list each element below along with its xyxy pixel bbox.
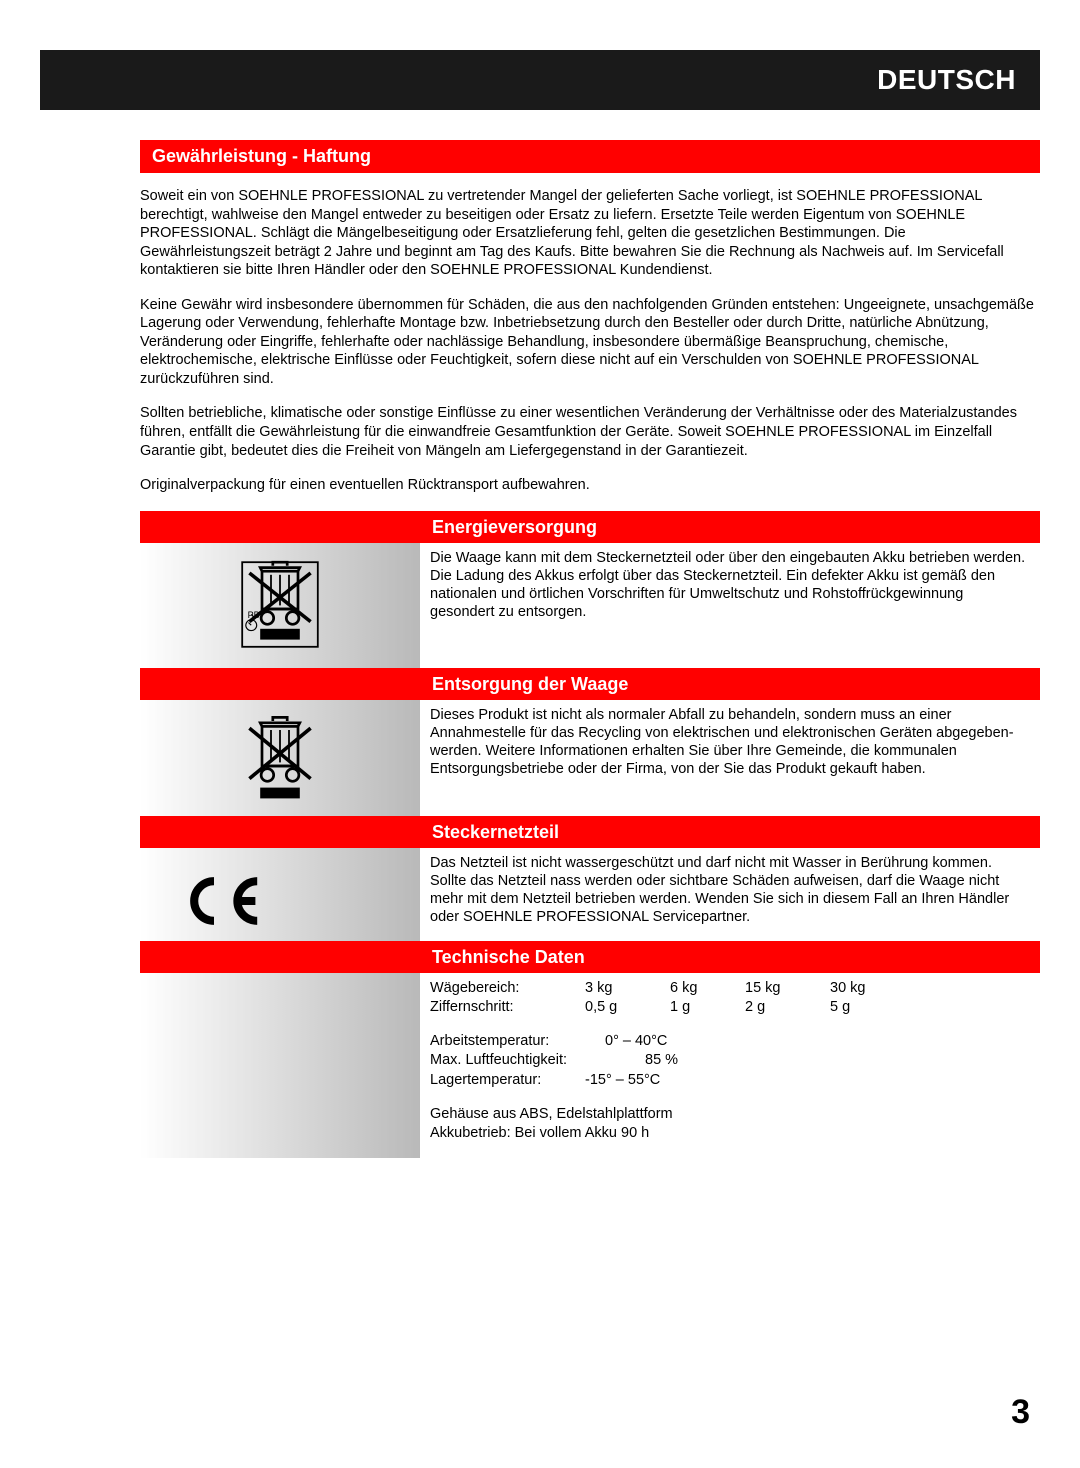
language-bar: DEUTSCH	[40, 50, 1040, 110]
disposal-icon-cell	[140, 700, 420, 816]
adapter-text: Das Netzteil ist nicht wassergeschützt u…	[420, 848, 1040, 941]
page-number: 3	[1011, 1393, 1030, 1432]
warranty-paragraph: Soweit ein von SOEHNLE PROFESSIONAL zu v…	[140, 187, 1034, 280]
content-body: Gewährleistung - Haftung Soweit ein von …	[140, 140, 1040, 1158]
adapter-icon-cell	[140, 848, 420, 941]
tech-step-label: Ziffernschritt:	[430, 998, 585, 1018]
tech-range-col: 15 kg	[745, 979, 830, 999]
header-red-left-fill	[140, 511, 420, 543]
tech-step-col: 5 g	[830, 998, 900, 1018]
weee-bin-pb-icon: PB	[235, 555, 325, 668]
header-red-left-fill	[140, 668, 420, 700]
tech-step-col: 0,5 g	[585, 998, 670, 1018]
disposal-text: Dieses Produkt ist nicht als normaler Ab…	[420, 700, 1040, 816]
language-label: DEUTSCH	[877, 64, 1016, 96]
tech-step-col: 2 g	[745, 998, 830, 1018]
tech-data: Wägebereich: 3 kg 6 kg 15 kg 30 kg Ziffe…	[420, 973, 1040, 1158]
section-header-row: Technische Daten	[140, 941, 1040, 973]
section-header-warranty: Gewährleistung - Haftung	[140, 140, 1040, 173]
tech-env-label: Arbeitstemperatur:	[430, 1032, 605, 1052]
power-text: Die Waage kann mit dem Steckernetzteil o…	[420, 543, 1040, 668]
lower-block: Energieversorgung	[140, 511, 1040, 1158]
section-header-row: Energieversorgung	[140, 511, 1040, 543]
tech-icon-cell	[140, 973, 420, 1158]
warranty-paragraph: Sollten betriebliche, klimatische oder s…	[140, 404, 1034, 460]
tech-env-row: Arbeitstemperatur: 0° – 40°C	[430, 1032, 1030, 1052]
tech-env-value: -15° – 55°C	[585, 1071, 660, 1091]
warranty-text: Soweit ein von SOEHNLE PROFESSIONAL zu v…	[140, 173, 1040, 495]
section-header-power: Energieversorgung	[420, 511, 1040, 543]
manual-page: DEUTSCH Gewährleistung - Haftung Soweit …	[0, 0, 1080, 1468]
section-header-row: Steckernetzteil	[140, 816, 1040, 848]
tech-env-row: Max. Luftfeuchtigkeit: 85 %	[430, 1051, 1030, 1071]
tech-step-row: Ziffernschritt: 0,5 g 1 g 2 g 5 g	[430, 998, 1030, 1018]
power-icon-cell: PB	[140, 543, 420, 668]
tech-env-label: Lagertemperatur:	[430, 1071, 585, 1091]
ce-mark-icon	[178, 874, 268, 933]
tech-row: Wägebereich: 3 kg 6 kg 15 kg 30 kg Ziffe…	[140, 973, 1040, 1158]
header-red-left-fill	[140, 941, 420, 973]
section-header-adapter: Steckernetzteil	[420, 816, 1040, 848]
tech-step-col: 1 g	[670, 998, 745, 1018]
tech-range-row: Wägebereich: 3 kg 6 kg 15 kg 30 kg	[430, 979, 1030, 999]
adapter-row: Das Netzteil ist nicht wassergeschützt u…	[140, 848, 1040, 941]
svg-text:PB: PB	[248, 610, 260, 620]
header-red-left-fill	[140, 816, 420, 848]
section-header-tech: Technische Daten	[420, 941, 1040, 973]
warranty-paragraph: Keine Gewähr wird insbesondere übernomme…	[140, 296, 1034, 389]
tech-range-label: Wägebereich:	[430, 979, 585, 999]
warranty-paragraph: Originalverpackung für einen eventuellen…	[140, 476, 1034, 495]
tech-housing-line: Gehäuse aus ABS, Edelstahlplattform	[430, 1105, 1030, 1125]
tech-env-label: Max. Luftfeuchtigkeit:	[430, 1051, 605, 1071]
tech-env-value: 0° – 40°C	[605, 1032, 667, 1052]
tech-env-row: Lagertemperatur: -15° – 55°C	[430, 1071, 1030, 1091]
tech-battery-line: Akkubetrieb: Bei vollem Akku 90 h	[430, 1124, 1030, 1144]
tech-range-col: 6 kg	[670, 979, 745, 999]
disposal-row: Dieses Produkt ist nicht als normaler Ab…	[140, 700, 1040, 816]
weee-bin-icon	[235, 712, 325, 816]
tech-range-col: 3 kg	[585, 979, 670, 999]
section-header-row: Entsorgung der Waage	[140, 668, 1040, 700]
power-row: PB Die Waage kann mit dem Steckernetztei…	[140, 543, 1040, 668]
tech-range-col: 30 kg	[830, 979, 900, 999]
section-header-disposal: Entsorgung der Waage	[420, 668, 1040, 700]
tech-env-value: 85 %	[605, 1051, 678, 1071]
